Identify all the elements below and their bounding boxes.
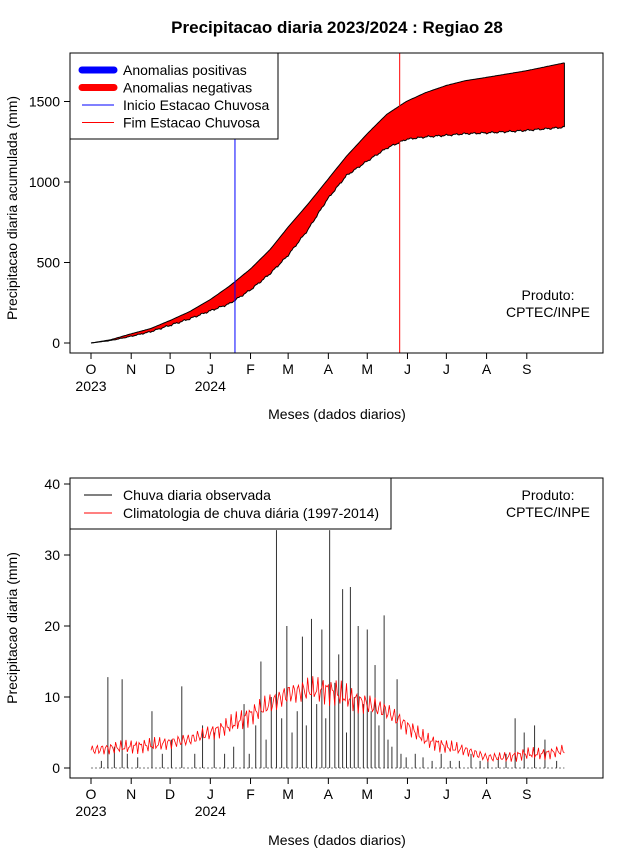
chart2-year-label-0: 2023	[75, 803, 106, 819]
chart1-xtick-label-3: J	[207, 361, 214, 377]
chart2-year-label-1: 2024	[195, 803, 226, 819]
chart1-legend-label-2: Inicio Estacao Chuvosa	[123, 97, 270, 113]
chart1-xtick-label-0: O	[86, 361, 97, 377]
chart2-ytick-label-3: 30	[44, 547, 60, 563]
chart1-xtick-label-2: D	[165, 361, 175, 377]
chart1-xtick-label-7: M	[361, 361, 373, 377]
chart2-xtick-label-3: J	[207, 786, 214, 802]
chart1-credit-line2: CPTEC/INPE	[506, 304, 590, 320]
chart1-xtick-label-11: S	[522, 361, 531, 377]
chart1-xtick-label-8: J	[404, 361, 411, 377]
chart1-climatology-line	[90, 62, 565, 344]
chart1-title: Precipitacao diaria 2023/2024 : Regiao 2…	[171, 18, 503, 37]
chart2-xtick-label-0: O	[86, 786, 97, 802]
chart1-ytick-label-3: 1500	[29, 94, 60, 110]
chart1-observed-line	[90, 125, 565, 344]
chart2-xlabel: Meses (dados diarios)	[268, 832, 406, 848]
chart1-year-label-0: 2023	[75, 378, 106, 394]
chart2-xtick-label-7: M	[361, 786, 373, 802]
chart1-xtick-label-5: M	[282, 361, 294, 377]
chart2-ytick-label-0: 0	[52, 760, 60, 776]
chart2-ytick-label-1: 10	[44, 689, 60, 705]
chart2-climatology-line	[90, 676, 565, 763]
chart1-ytick-label-1: 500	[37, 255, 61, 271]
chart1-xtick-label-4: F	[246, 361, 255, 377]
chart1-xtick-label-10: A	[482, 361, 492, 377]
chart2-xtick-label-11: S	[522, 786, 531, 802]
chart1-plot: 0 500 1000 1500 O N D J F M A M J J A S 2023 2024 Anomalia…	[29, 52, 604, 394]
chart2-xtick-label-8: J	[404, 786, 411, 802]
chart1-credit-line1: Produto:	[522, 287, 575, 303]
chart1-xtick-label-1: N	[126, 361, 136, 377]
chart1-legend-label-1: Anomalias negativas	[123, 80, 252, 96]
chart2-xtick-label-1: N	[126, 786, 136, 802]
chart2-ylabel: Precipitacao diaria (mm)	[4, 552, 20, 704]
chart1-year-label-1: 2024	[195, 378, 226, 394]
chart2-credit-line1: Produto:	[522, 487, 575, 503]
chart2-xtick-label-5: M	[282, 786, 294, 802]
chart2-ytick-label-2: 20	[44, 618, 60, 634]
chart2-xtick-label-10: A	[482, 786, 492, 802]
chart2-legend-label-1: Climatologia de chuva diária (1997-2014)	[123, 505, 379, 521]
chart1-xlabel: Meses (dados diarios)	[268, 406, 406, 422]
chart2-ytick-label-4: 40	[44, 476, 60, 492]
chart1-xtick-label-6: A	[324, 361, 334, 377]
chart2-plot: 0 10 20 30 40 O N D J F M A M J J A S 2023 2024 Chuva diari…	[44, 476, 604, 819]
chart2-xtick-label-6: A	[324, 786, 334, 802]
chart1-ytick-label-0: 0	[52, 335, 60, 351]
chart2-legend-label-0: Chuva diaria observada	[123, 487, 271, 503]
chart1-ytick-label-2: 1000	[29, 174, 60, 190]
chart1-legend-label-0: Anomalias positivas	[123, 62, 247, 78]
chart2-legend-box	[69, 477, 392, 530]
chart2-credit-line2: CPTEC/INPE	[506, 504, 590, 520]
chart2-xtick-label-9: J	[443, 786, 450, 802]
chart1-negative-anomaly-area	[91, 62, 565, 344]
chart1-legend-label-3: Fim Estacao Chuvosa	[123, 115, 260, 131]
chart1-ylabel: Precipitacao diaria acumulada (mm)	[4, 96, 20, 320]
chart2-xtick-label-4: F	[246, 786, 255, 802]
chart1-xtick-label-9: J	[443, 361, 450, 377]
chart2-xtick-label-2: D	[165, 786, 175, 802]
